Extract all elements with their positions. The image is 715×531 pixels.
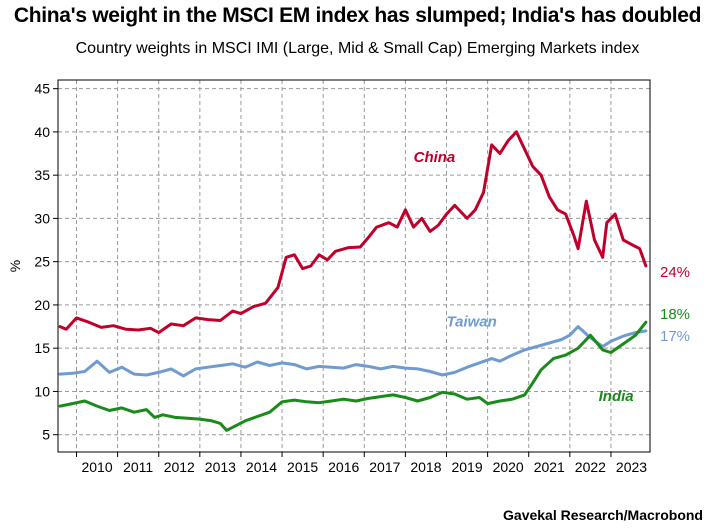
series-name-label-china: China xyxy=(414,149,456,166)
y-tick-label: 15 xyxy=(34,340,50,356)
x-tick-label: 2017 xyxy=(369,459,400,475)
y-tick-label: 40 xyxy=(34,124,50,140)
x-tick-label: 2014 xyxy=(246,459,277,475)
series-line-india xyxy=(58,320,648,432)
series-line-china xyxy=(58,130,648,335)
plot-frame xyxy=(57,79,651,453)
y-tick-label: 20 xyxy=(34,297,50,313)
series-labels: 24% 17% 18% China Taiwan India xyxy=(414,149,690,405)
series-lines xyxy=(58,130,648,432)
y-axis-ticks: 5 10 15 20 25 30 35 40 45 xyxy=(34,81,58,443)
end-value-label-india: 18% xyxy=(660,306,690,323)
source-credit: Gavekal Research/Macrobond xyxy=(503,507,703,523)
x-tick-label: 2016 xyxy=(328,459,359,475)
series-line-taiwan xyxy=(58,325,648,378)
x-tick-label: 2010 xyxy=(81,459,112,475)
y-tick-label: 30 xyxy=(34,210,50,226)
x-axis-ticks: 2010 2011 2012 2013 2014 2015 2016 2017 2018 2019… xyxy=(76,452,647,475)
end-value-label-taiwan: 17% xyxy=(660,328,690,345)
y-tick-label: 25 xyxy=(34,254,50,270)
x-tick-label: 2013 xyxy=(205,459,236,475)
x-tick-label: 2015 xyxy=(287,459,318,475)
x-tick-label: 2011 xyxy=(123,459,153,475)
y-tick-label: 5 xyxy=(42,427,50,443)
y-tick-label: 35 xyxy=(34,167,50,183)
x-tick-label: 2018 xyxy=(410,459,441,475)
series-name-label-india: India xyxy=(599,388,634,405)
y-axis-label: % xyxy=(7,260,23,272)
x-tick-label: 2019 xyxy=(451,459,482,475)
end-value-label-china: 24% xyxy=(660,264,690,281)
x-tick-label: 2020 xyxy=(493,459,524,475)
x-tick-label: 2023 xyxy=(616,459,647,475)
gridlines xyxy=(58,80,650,452)
y-tick-label: 45 xyxy=(34,81,50,97)
x-tick-label: 2012 xyxy=(164,459,195,475)
y-tick-label: 10 xyxy=(34,383,50,399)
chart-title: China's weight in the MSCI EM index has … xyxy=(13,4,702,27)
chart-subtitle: Country weights in MSCI IMI (Large, Mid … xyxy=(75,40,640,57)
x-tick-label: 2022 xyxy=(575,459,606,475)
x-tick-label: 2021 xyxy=(534,459,565,475)
series-name-label-taiwan: Taiwan xyxy=(447,314,497,331)
